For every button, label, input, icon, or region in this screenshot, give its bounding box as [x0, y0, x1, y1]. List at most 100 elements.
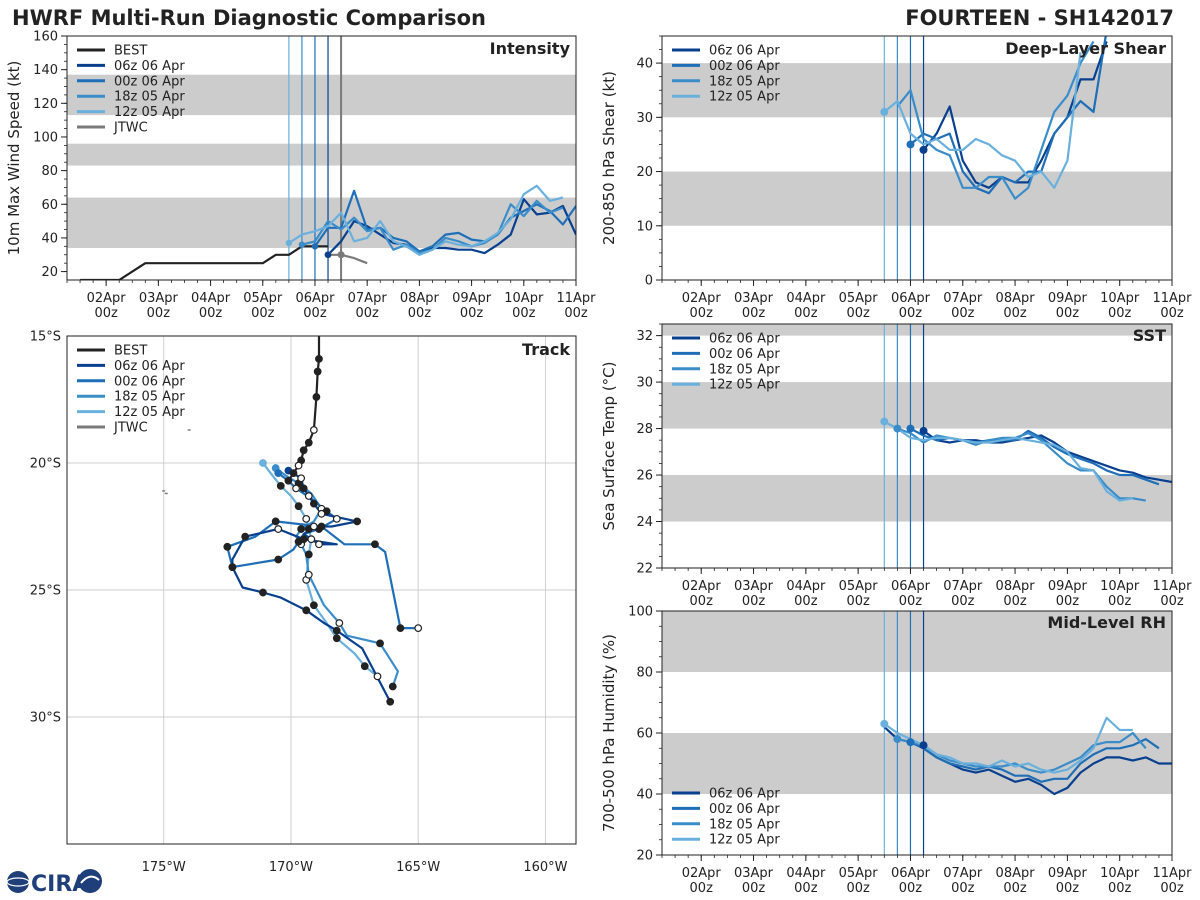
- figure-title: HWRF Multi-Run Diagnostic Comparison: [12, 6, 486, 30]
- sst-xtick-hour-5: 00z: [951, 594, 975, 609]
- track-point-r00z: [396, 624, 405, 632]
- shear-plot-area: [662, 36, 1172, 280]
- sst-marker-r18z: [893, 424, 902, 433]
- rh-xtick-hour-7: 00z: [1056, 881, 1080, 896]
- shear-xtick-label-8: 10Apr: [1100, 291, 1140, 306]
- sst-ytick-label-2: 26: [636, 469, 653, 484]
- intensity-series-r06z: [327, 198, 576, 256]
- shear-xtick-label-6: 08Apr: [996, 291, 1036, 306]
- track-point-r06z: [309, 499, 318, 508]
- rh-series-r00z: [910, 737, 1160, 783]
- intensity-band-1: [67, 143, 576, 166]
- shear-xtick-hour-3: 00z: [846, 306, 870, 321]
- intensity-xtick-label-9: 11Apr: [556, 291, 596, 306]
- track-point-best: [289, 469, 298, 478]
- intensity-ytick-label-3: 80: [41, 164, 58, 179]
- sst-marker-r06z: [919, 426, 928, 435]
- rh-xtick-label-7: 09Apr: [1048, 866, 1088, 881]
- shear-xtick-hour-9: 00z: [1160, 306, 1184, 321]
- shear-panel: 01020304002Apr00z03Apr00z04Apr00z05Apr00…: [600, 35, 1192, 321]
- rh-xtick-hour-1: 00z: [742, 881, 766, 896]
- sst-band-1: [662, 382, 1172, 429]
- track-point-r06z: [274, 525, 283, 533]
- sst-series-r18z: [897, 427, 1146, 502]
- rh-xtick-hour-3: 00z: [846, 881, 870, 896]
- track-point-r00z: [332, 514, 341, 523]
- shear-ylabel: 200-850 hPa Shear (kt): [600, 71, 618, 245]
- track-point-r12z: [332, 634, 341, 643]
- rh-xtick-label-8: 10Apr: [1100, 866, 1140, 881]
- intensity-ytick-label-2: 60: [41, 198, 58, 213]
- track-point-r12z: [294, 502, 303, 511]
- shear-marker-r00z: [906, 140, 915, 149]
- sst-ytick-label-5: 32: [636, 329, 653, 344]
- shear-xtick-label-0: 02Apr: [682, 291, 722, 306]
- track-point-best: [294, 461, 303, 470]
- track-frame: [66, 335, 577, 845]
- shear-xtick-label-5: 07Apr: [943, 291, 983, 306]
- track-point-r18z: [335, 619, 344, 627]
- intensity-ytick-label-5: 120: [33, 97, 58, 112]
- sst-marker-r12z: [880, 417, 889, 426]
- track-lon-label-1: 170°W: [269, 860, 313, 875]
- rh-xtick-label-1: 03Apr: [734, 866, 774, 881]
- sst-frame: [661, 323, 1173, 569]
- intensity-legend-label-r18z: 18z 05 Apr: [114, 90, 185, 105]
- intensity-xtick-hour-8: 00z: [512, 306, 536, 321]
- rh-ytick-label-3: 80: [636, 666, 653, 681]
- intensity-xtick-label-2: 04Apr: [191, 291, 231, 306]
- rh-ytick-label-4: 100: [628, 605, 653, 620]
- rh-ylabel: 700-500 hPa Humidity (%): [600, 634, 618, 832]
- track-lat-label-3: 30°S: [30, 711, 61, 726]
- sst-xtick-label-3: 05Apr: [839, 579, 879, 594]
- rh-xtick-hour-4: 00z: [899, 881, 923, 896]
- track-series-r00z: [226, 472, 419, 630]
- sst-ytick-label-0: 22: [636, 562, 653, 577]
- intensity-ytick-label-4: 100: [33, 130, 58, 145]
- shear-band-1: [662, 63, 1172, 118]
- logo-emblem-icon: [78, 869, 102, 893]
- shear-ytick-label-4: 40: [636, 57, 653, 72]
- intensity-xtick-label-8: 10Apr: [504, 291, 544, 306]
- intensity-series-r12z: [288, 184, 564, 256]
- rh-xtick-hour-2: 00z: [794, 881, 818, 896]
- sst-xtick-hour-4: 00z: [899, 594, 923, 609]
- rh-xtick-hour-0: 00z: [690, 881, 714, 896]
- track-point-r00z: [317, 522, 326, 531]
- rh-marker-r18z: [893, 735, 902, 744]
- sst-legend-label-r00z: 00z 06 Apr: [709, 347, 780, 362]
- track-point-r12z: [307, 535, 316, 544]
- shear-marker-r06z: [919, 145, 928, 154]
- track-point-r00z: [371, 540, 379, 549]
- intensity-marker-r06z: [324, 251, 332, 258]
- track-point-best: [312, 393, 321, 401]
- intensity-plot-area: [67, 36, 576, 280]
- rh-xtick-label-0: 02Apr: [682, 866, 722, 881]
- track-point-r12z: [309, 601, 318, 610]
- intensity-ylabel: 10m Max Wind Speed (kt): [5, 61, 23, 256]
- sst-xtick-label-7: 09Apr: [1048, 579, 1088, 594]
- rh-xtick-label-4: 06Apr: [891, 866, 931, 881]
- track-lat-label-0: 15°S: [30, 330, 61, 345]
- rh-xtick-hour-5: 00z: [951, 881, 975, 896]
- logo-orbit-icon: [6, 877, 30, 887]
- sst-xtick-label-1: 03Apr: [734, 579, 774, 594]
- track-point-r06z: [332, 626, 341, 635]
- track-island-0: [187, 429, 191, 431]
- track-point-r18z: [376, 639, 384, 648]
- shear-ytick-label-2: 20: [636, 165, 653, 180]
- logo-globe-icon: [7, 871, 29, 893]
- sst-ytick-label-4: 30: [636, 376, 653, 391]
- rh-xtick-hour-9: 00z: [1160, 881, 1184, 896]
- cira-logo: CIRA: [6, 869, 102, 897]
- rh-marker-r12z: [880, 719, 889, 728]
- sst-marker-r00z: [906, 424, 915, 433]
- shear-xtick-label-1: 03Apr: [734, 291, 774, 306]
- rh-xtick-label-5: 07Apr: [943, 866, 983, 881]
- track-point-r12z: [304, 550, 313, 559]
- track-lat-label-2: 25°S: [30, 584, 61, 599]
- intensity-marker-jtwc-2: [337, 251, 345, 259]
- intensity-legend-label-r12z: 12z 05 Apr: [114, 105, 185, 120]
- intensity-frame: [66, 35, 577, 281]
